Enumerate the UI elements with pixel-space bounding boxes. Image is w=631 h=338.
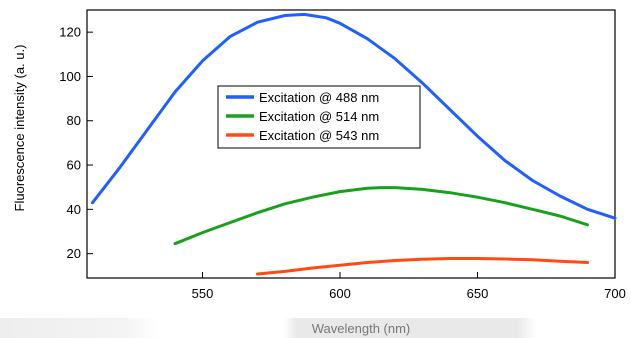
y-tick-label-120: 120: [59, 25, 81, 40]
series-line-2: [173, 186, 589, 246]
legend-label-1: Excitation @ 488 nm: [259, 90, 379, 105]
series-line-3: [256, 257, 589, 276]
y-tick-label-100: 100: [59, 69, 81, 84]
plot-frame: [86, 9, 616, 279]
y-axis-label: Fluorescence intensity (a. u.): [12, 45, 27, 212]
x-tick-label-600: 600: [329, 286, 351, 301]
x-tick-label-550: 550: [192, 286, 214, 301]
legend-label-2: Excitation @ 514 nm: [259, 109, 379, 124]
background-banner: [0, 318, 631, 338]
x-tick-label-650: 650: [467, 286, 489, 301]
y-tick-label-20: 20: [67, 246, 81, 261]
x-axis-label: Wavelength (nm): [312, 321, 411, 336]
y-tick-label-80: 80: [67, 113, 81, 128]
y-tick-label-40: 40: [67, 202, 81, 217]
series-line-1: [91, 12, 617, 220]
x-tick-label-700: 700: [604, 286, 626, 301]
legend-label-3: Excitation @ 543 nm: [259, 128, 379, 143]
y-tick-label-60: 60: [67, 158, 81, 173]
